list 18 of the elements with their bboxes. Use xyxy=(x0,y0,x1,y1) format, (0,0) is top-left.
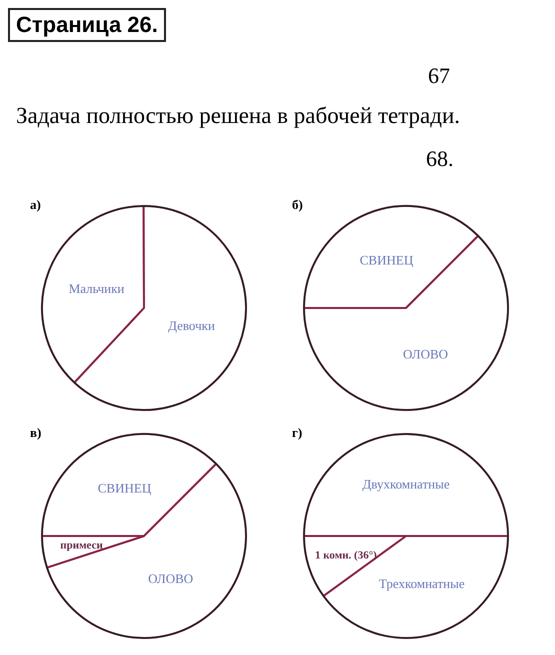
slice-label: СВИНЕЦ xyxy=(360,252,414,268)
text: 67 xyxy=(428,63,450,89)
text: Задача полностью решена в рабочей тетради. xyxy=(16,103,460,129)
slice-label: Мальчики xyxy=(68,280,124,296)
slice-label: ОЛОВО xyxy=(148,570,194,586)
slice-label: примеси xyxy=(60,540,104,552)
chart-title: в) xyxy=(30,425,42,441)
text: 68. xyxy=(426,146,454,172)
slice-label: ОЛОВО xyxy=(403,346,448,362)
chart-title: г) xyxy=(292,425,302,441)
chart-title: б) xyxy=(292,197,303,213)
slice-label: Трехкомнатные xyxy=(378,576,465,591)
slice-label: СВИНЕЦ xyxy=(98,480,152,496)
slice-label: Двухкомнатные xyxy=(362,476,450,492)
text: Страница 26. xyxy=(8,8,166,42)
slice-label: 1 комн. (36°) xyxy=(314,549,378,562)
chart-title: а) xyxy=(30,197,41,213)
slice-label: Девочки xyxy=(168,318,215,334)
